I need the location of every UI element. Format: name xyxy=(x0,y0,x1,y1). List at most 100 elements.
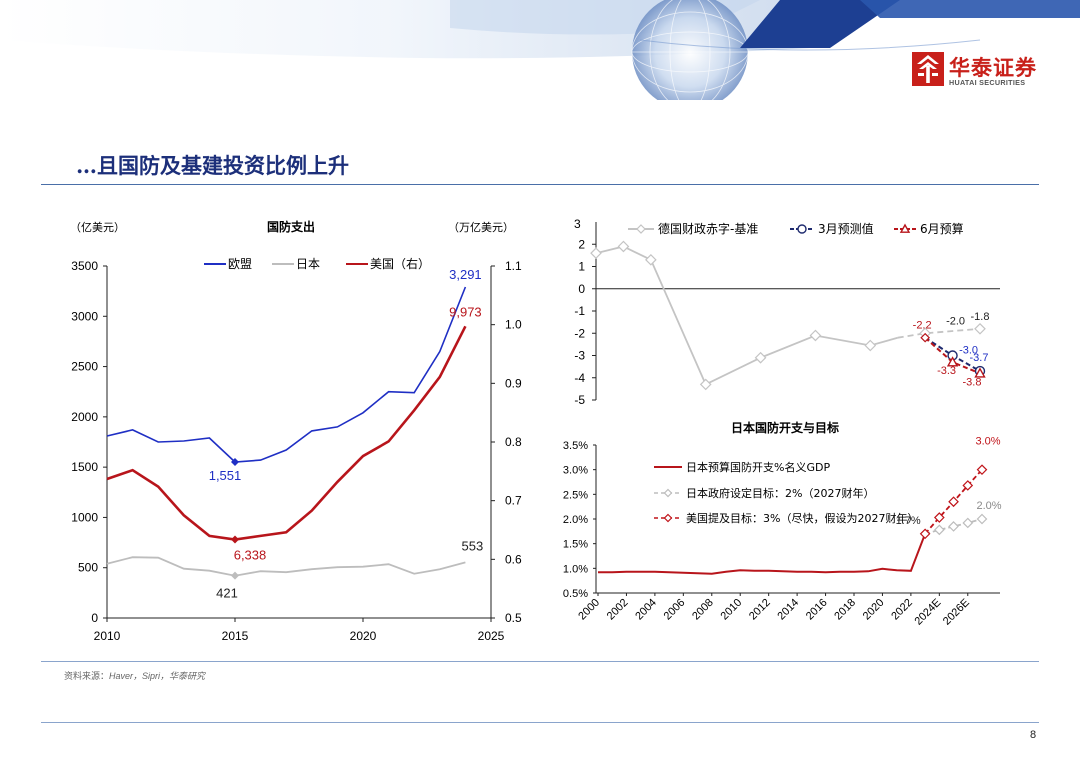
legend-label: 日本政府设定目标：2%（2027财年） xyxy=(686,486,874,500)
data-label: -3.7 xyxy=(970,352,989,364)
series-marker xyxy=(976,464,988,476)
data-label: -3.8 xyxy=(963,376,982,388)
y-tick-label: -5 xyxy=(574,393,585,407)
y2-tick-label: 1.0 xyxy=(505,318,522,332)
legend-label: 美国（右） xyxy=(370,256,430,271)
y-tick-label: 0.5% xyxy=(563,588,588,600)
x-tick-label: 2002 xyxy=(605,597,631,623)
footer-divider xyxy=(41,722,1039,723)
y-tick-label: -1 xyxy=(574,304,585,318)
x-tick-label: 2014 xyxy=(775,597,801,623)
data-label: 1.7% xyxy=(896,515,921,527)
brand-mark-icon xyxy=(912,52,944,86)
series-marker xyxy=(809,329,822,342)
series-marker xyxy=(617,240,630,253)
source-label: 资料来源： xyxy=(64,672,110,682)
y-tick-label: -4 xyxy=(574,371,585,385)
y-tick-label: -2 xyxy=(574,326,585,340)
x-tick-label: 2020 xyxy=(861,597,887,623)
x-tick-label: 2010 xyxy=(94,629,121,643)
series-marker xyxy=(976,513,988,525)
x-tick-label: 2016 xyxy=(804,597,830,623)
y-axis-label: （亿美元） xyxy=(70,221,125,234)
y-tick-label: 1 xyxy=(578,260,585,274)
legend-marker xyxy=(797,224,807,234)
legend-label: 德国财政赤字-基准 xyxy=(658,221,758,236)
y-tick-label: 0 xyxy=(578,282,585,296)
y-tick-label: 1000 xyxy=(71,510,98,524)
y-tick-label: 1500 xyxy=(71,460,98,474)
y-axis-label-partial: 3 xyxy=(574,217,581,231)
y2-tick-label: 0.9 xyxy=(505,376,522,390)
legend-marker xyxy=(636,224,646,234)
series-line-japan-target xyxy=(924,518,983,535)
series-marker xyxy=(231,535,239,544)
y-tick-label: 3.5% xyxy=(563,440,588,452)
series-marker xyxy=(864,339,877,352)
y-tick-label: 3500 xyxy=(71,259,98,273)
y-tick-label: 2.5% xyxy=(563,489,588,501)
brand-name: 华泰证券 xyxy=(949,56,1037,80)
header-banner xyxy=(0,0,1080,100)
series-marker xyxy=(754,351,767,364)
data-label: 421 xyxy=(216,586,238,601)
y2-tick-label: 0.6 xyxy=(505,552,522,566)
brand-logo: 华泰证券 HUATAI SECURITIES xyxy=(912,52,1047,88)
y2-tick-label: 0.7 xyxy=(505,494,522,508)
y2-tick-label: 0.5 xyxy=(505,611,522,625)
data-label: 1,551 xyxy=(209,468,242,483)
data-label: 9,973 xyxy=(449,304,482,319)
legend-label: 6月预算 xyxy=(920,221,964,236)
series-marker xyxy=(962,517,974,529)
series-marker xyxy=(974,322,986,335)
y-tick-label: 1.0% xyxy=(563,563,588,575)
legend-label: 日本 xyxy=(296,257,320,271)
title-divider xyxy=(41,184,1039,185)
series-marker xyxy=(919,528,931,540)
data-label: 3,291 xyxy=(449,267,482,282)
series-line-eu xyxy=(106,286,467,463)
x-tick-label: 2000 xyxy=(576,597,602,623)
data-label: 2.0% xyxy=(976,500,1001,512)
series-marker xyxy=(948,496,959,508)
y-tick-label: 1.5% xyxy=(563,539,588,551)
legend-label: 美国提及目标：3%（尽快，假设为2027财年） xyxy=(686,511,918,525)
data-label: 3.0% xyxy=(975,436,1000,448)
series-marker xyxy=(974,367,986,378)
chart-japan-defense: 日本国防开支与目标 0.5% 1.0% 1.5% 2.0% 2.5% 3.0% 3.5% 200… xyxy=(563,420,1002,628)
series-marker xyxy=(699,378,712,391)
series-marker xyxy=(590,247,602,259)
series-line-baseline-forecast xyxy=(897,327,981,339)
content-divider xyxy=(41,661,1039,662)
series-marker xyxy=(948,521,959,532)
x-tick-label: 2022 xyxy=(889,597,915,623)
data-label: -3.3 xyxy=(937,365,956,377)
brand-name-en: HUATAI SECURITIES xyxy=(949,78,1026,87)
x-tick-label: 2006 xyxy=(662,597,688,623)
chart-title: 日本国防开支与目标 xyxy=(731,420,839,435)
legend-marker xyxy=(663,488,673,498)
y-tick-label: 3.0% xyxy=(563,465,588,477)
data-label: -2.2 xyxy=(913,320,932,332)
legend-label: 欧盟 xyxy=(228,257,252,271)
series-marker xyxy=(962,480,974,491)
series-line-us xyxy=(106,325,467,541)
y2-tick-label: 1.1 xyxy=(505,259,522,273)
series-line-japan xyxy=(106,556,466,577)
y-tick-label: 2.0% xyxy=(563,514,588,526)
legend-marker xyxy=(663,513,673,523)
x-tick-label: 2020 xyxy=(350,629,377,643)
legend-marker xyxy=(899,223,911,233)
chart-germany-deficit: 3 -5 -4 -3 -2 -1 0 1 2 德国财政赤字-基准 3月预测值 6月预算 -2.2 -2.0… xyxy=(574,217,1000,407)
source-note: 资料来源：Haver，Sipri，华泰研究 xyxy=(64,669,205,682)
x-tick-label: 2008 xyxy=(690,597,716,623)
y2-axis-label: （万亿美元） xyxy=(448,221,514,234)
source-text: Haver，Sipri，华泰研究 xyxy=(109,671,206,681)
data-label: -2.0 xyxy=(946,315,965,327)
page-title: …且国防及基建投资比例上升 xyxy=(76,153,349,178)
data-label: 553 xyxy=(462,538,484,553)
series-marker xyxy=(231,458,239,467)
y-tick-label: 0 xyxy=(91,611,98,625)
y2-tick-label: 0.8 xyxy=(505,435,522,449)
